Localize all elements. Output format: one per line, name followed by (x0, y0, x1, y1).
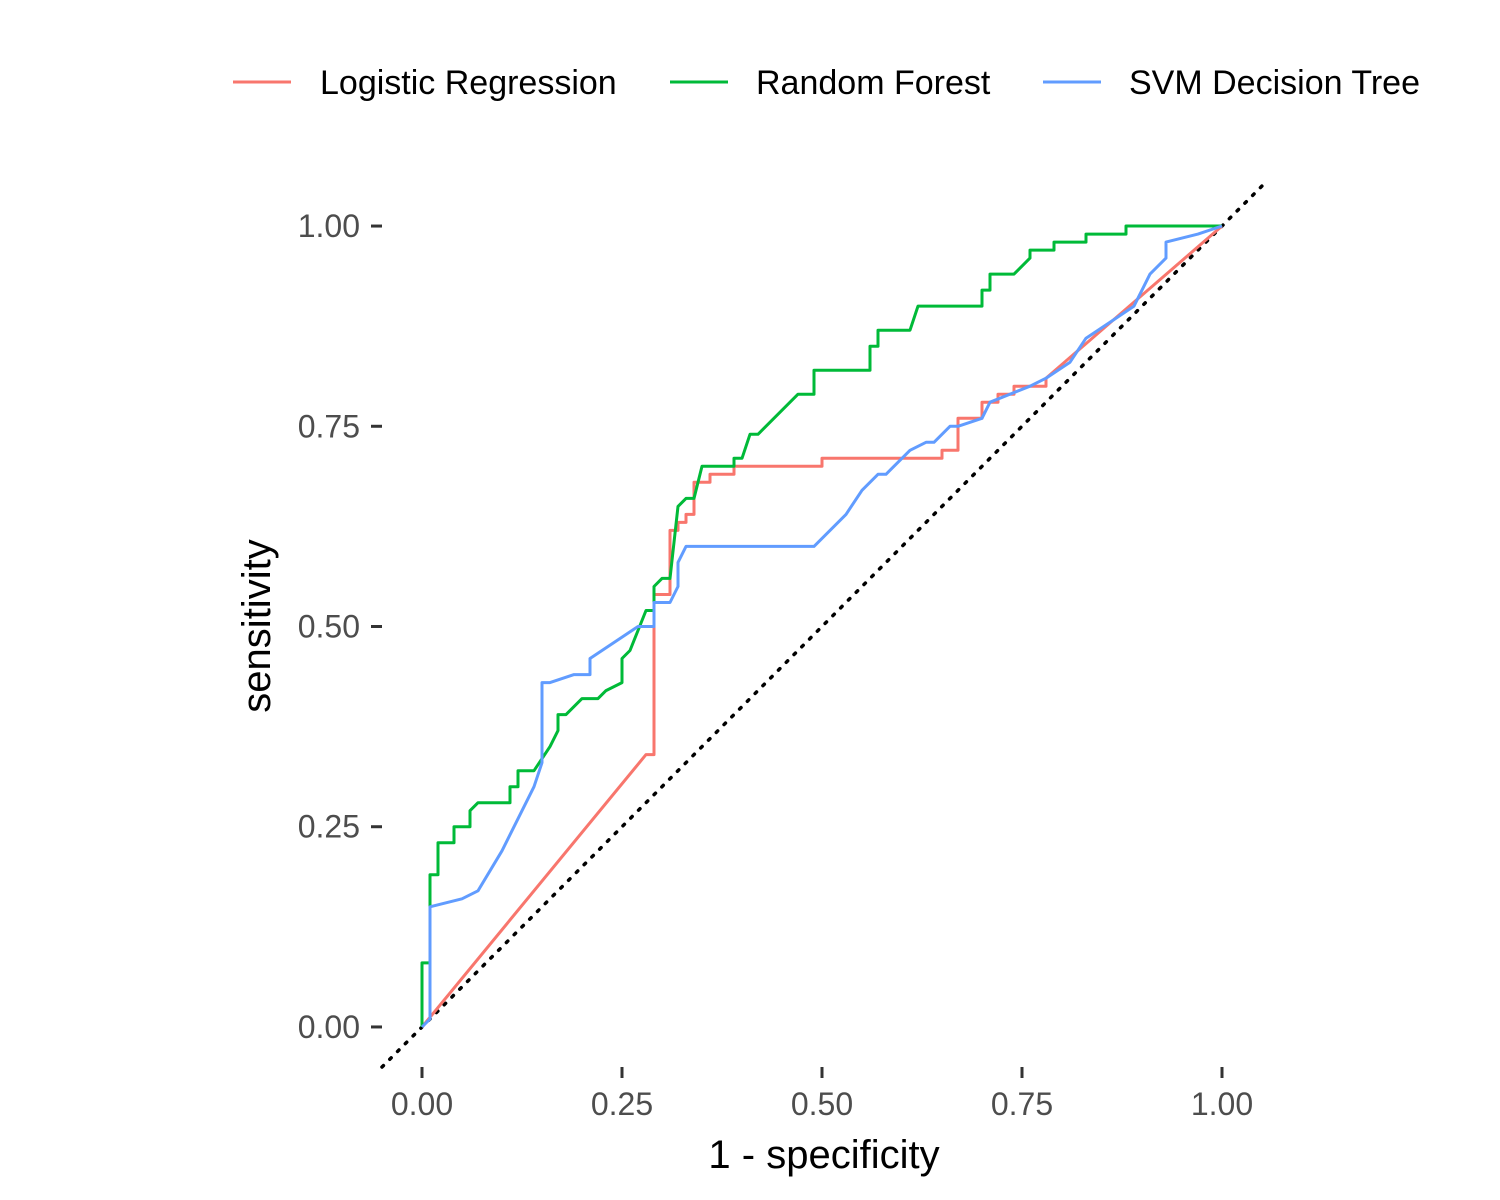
legend-item: Logistic Regression (233, 64, 617, 102)
series-layer (420, 224, 1223, 1029)
series-line-svm-decision-tree (420, 224, 1223, 1029)
legend-item: SVM Decision Tree (1043, 64, 1420, 102)
x-axis-title: 1 - specificity (708, 1133, 939, 1177)
y-tick-label: 0.25 (298, 809, 360, 845)
legend-item: Random Forest (670, 64, 991, 102)
y-axis: 0.00 0.25 0.50 0.75 1.00 (298, 208, 382, 1045)
x-tick-label: 1.00 (1191, 1086, 1253, 1122)
x-tick-label: 0.50 (791, 1086, 853, 1122)
legend-label: Logistic Regression (320, 64, 617, 102)
y-tick-label: 0.00 (298, 1009, 360, 1045)
x-axis: 0.00 0.25 0.50 0.75 1.00 (391, 1067, 1253, 1122)
legend-label: Random Forest (756, 64, 991, 102)
y-tick-label: 0.75 (298, 408, 360, 444)
x-tick-label: 0.75 (991, 1086, 1053, 1122)
x-tick-label: 0.00 (391, 1086, 453, 1122)
plot-area (380, 184, 1264, 1069)
x-tick-label: 0.25 (591, 1086, 653, 1122)
legend-label: SVM Decision Tree (1129, 64, 1420, 102)
reference-diagonal-line (380, 184, 1264, 1069)
legend: Logistic Regression Random Forest SVM Deci… (233, 64, 1420, 102)
y-tick-label: 0.50 (298, 609, 360, 645)
series-line-random-forest (420, 224, 1222, 1027)
y-axis-title: sensitivity (235, 539, 279, 712)
y-tick-label: 1.00 (298, 208, 360, 244)
series-line-logistic-regression (420, 224, 1223, 1028)
